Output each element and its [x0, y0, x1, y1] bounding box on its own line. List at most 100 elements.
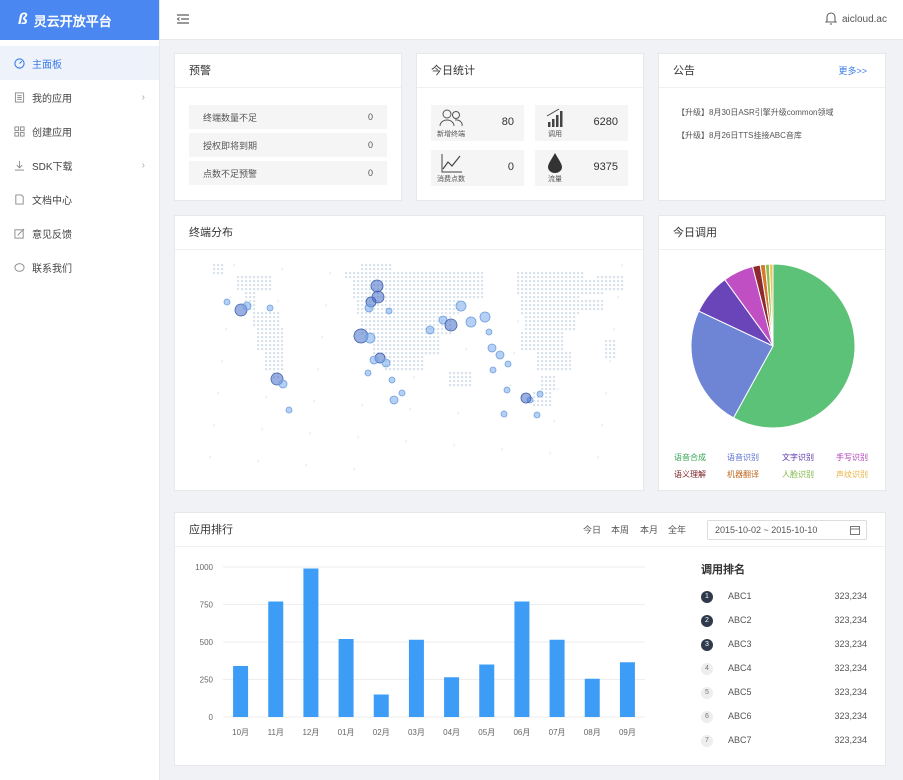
map-bubble[interactable] — [285, 406, 293, 414]
y-tick-label: 500 — [200, 638, 214, 647]
range-tab-month[interactable]: 本月 — [640, 525, 659, 535]
range-tab-week[interactable]: 本周 — [611, 525, 630, 535]
legend-item[interactable]: 语音识别 — [727, 452, 759, 463]
legend-item[interactable]: 机器翻译 — [727, 469, 759, 480]
legend-item[interactable]: 语音合成 — [674, 452, 706, 463]
bar[interactable] — [233, 666, 249, 717]
x-tick-label: 05月 — [478, 728, 495, 737]
legend-item[interactable]: 语义理解 — [674, 469, 706, 480]
bar[interactable] — [619, 662, 635, 717]
sidebar-item-feedback[interactable]: 意见反馈 — [0, 216, 159, 250]
map-bubble[interactable] — [364, 369, 372, 377]
map-bubble[interactable] — [485, 328, 493, 336]
map-bubble[interactable] — [385, 307, 393, 315]
rank-row[interactable]: 1 ABC1 323,234 — [701, 590, 867, 606]
map-bubble[interactable] — [503, 386, 511, 394]
bar[interactable] — [303, 568, 319, 718]
alert-label: 终端数量不足 — [203, 112, 258, 123]
bar[interactable] — [514, 601, 530, 718]
map-bubble[interactable] — [504, 360, 512, 368]
x-tick-label: 01月 — [338, 728, 355, 737]
map-bubble[interactable] — [479, 311, 491, 323]
date-range-picker[interactable]: 2015-10-02 ~ 2015-10-10 — [707, 520, 867, 540]
menu-toggle-icon[interactable] — [176, 12, 190, 26]
map-bubble[interactable] — [223, 298, 231, 306]
legend-item[interactable]: 文字识别 — [782, 452, 814, 463]
pie-slice[interactable] — [768, 263, 774, 347]
user-name[interactable]: aicloud.ac — [841, 14, 887, 25]
map-bubble[interactable] — [364, 332, 376, 344]
map-bubble[interactable] — [487, 343, 497, 353]
pie-slice[interactable] — [690, 310, 774, 419]
rank-row[interactable]: 5 ABC5 323,234 — [701, 686, 867, 702]
alert-row: 点数不足预警 0 — [189, 161, 387, 185]
bar[interactable] — [479, 664, 495, 718]
app-logo[interactable]: ß 灵云开放平台 — [0, 0, 159, 40]
map-bubble[interactable] — [381, 358, 391, 368]
x-tick-label: 09月 — [619, 728, 636, 737]
card-title: 预警 — [175, 54, 401, 88]
rank-row[interactable]: 3 ABC3 323,234 — [701, 638, 867, 654]
legend-label: 手写识别 — [836, 453, 868, 462]
bar[interactable] — [338, 639, 354, 717]
map-bubble[interactable] — [266, 304, 274, 312]
bar[interactable] — [549, 639, 565, 717]
notice-item[interactable]: 【升级】8月26日TTS挂接ABC音库 — [677, 131, 802, 140]
rank-row[interactable]: 6 ABC6 323,234 — [701, 710, 867, 726]
map-bubble[interactable] — [398, 389, 406, 397]
map-bubble[interactable] — [369, 355, 379, 365]
rank-row[interactable]: 2 ABC2 323,234 — [701, 614, 867, 630]
map-bubble[interactable] — [536, 390, 544, 398]
map-bubble[interactable] — [278, 379, 288, 389]
sidebar-item-sdk-download[interactable]: SDK下载 › — [0, 148, 159, 182]
sidebar-item-dashboard[interactable]: 主面板 — [0, 46, 159, 80]
rank-number: 1 — [701, 591, 713, 603]
sidebar-item-create-app[interactable]: 创建应用 — [0, 114, 159, 148]
x-tick-label: 07月 — [549, 728, 566, 737]
bar[interactable] — [373, 694, 389, 718]
more-link[interactable]: 更多>> — [838, 66, 867, 76]
map-bubble[interactable] — [500, 410, 508, 418]
map-bubble[interactable] — [455, 300, 467, 312]
map-bubble[interactable] — [533, 411, 541, 419]
map-bubble[interactable] — [364, 303, 374, 313]
range-tab-year[interactable]: 全年 — [668, 525, 687, 535]
sidebar-item-my-apps[interactable]: 我的应用 › — [0, 80, 159, 114]
legend-item[interactable]: 声纹识别 — [836, 469, 868, 480]
x-tick-label: 02月 — [373, 728, 390, 737]
map-bubble[interactable] — [370, 279, 384, 293]
legend-item[interactable]: 人脸识别 — [782, 469, 814, 480]
notice-item[interactable]: 【升级】8月30日ASR引擎升级common领域 — [677, 108, 834, 117]
map-bubble[interactable] — [388, 376, 396, 384]
rank-name: ABC7 — [728, 735, 752, 745]
card-title: 公告 更多>> — [659, 54, 885, 88]
rank-row[interactable]: 4 ABC4 323,234 — [701, 662, 867, 678]
sidebar-item-docs[interactable]: 文档中心 — [0, 182, 159, 216]
pie-slice[interactable] — [732, 263, 856, 429]
bell-icon[interactable] — [825, 11, 837, 25]
rank-row[interactable]: 7 ABC7 323,234 — [701, 734, 867, 750]
bar[interactable] — [444, 677, 460, 717]
bar-chart: 0 250 500 750 1000 10月 11月 12月 01月 02月 03月 04月 05月 06… — [195, 563, 645, 737]
map-bubble[interactable] — [389, 395, 399, 405]
bar[interactable] — [584, 678, 600, 717]
bar[interactable] — [408, 639, 424, 717]
sidebar-item-label: 意见反馈 — [32, 229, 72, 241]
map-bubble[interactable] — [520, 392, 532, 404]
rank-value: 323,234 — [834, 687, 867, 697]
sidebar-item-contact[interactable]: 联系我们 — [0, 250, 159, 284]
x-tick-label: 10月 — [232, 728, 249, 737]
map-bubble[interactable] — [465, 316, 477, 328]
map-bubble[interactable] — [489, 366, 497, 374]
map-bubble[interactable] — [438, 315, 448, 325]
alert-row: 终端数量不足 0 — [189, 105, 387, 129]
legend-item[interactable]: 手写识别 — [836, 452, 868, 463]
stat-value: 9375 — [593, 161, 618, 173]
range-tab-today[interactable]: 今日 — [583, 525, 602, 535]
map-bubble[interactable] — [444, 318, 458, 332]
bar[interactable] — [268, 601, 284, 718]
map-bubble[interactable] — [425, 325, 435, 335]
map-bubble[interactable] — [495, 350, 505, 360]
map-land — [209, 264, 624, 471]
map-bubble[interactable] — [242, 301, 252, 311]
